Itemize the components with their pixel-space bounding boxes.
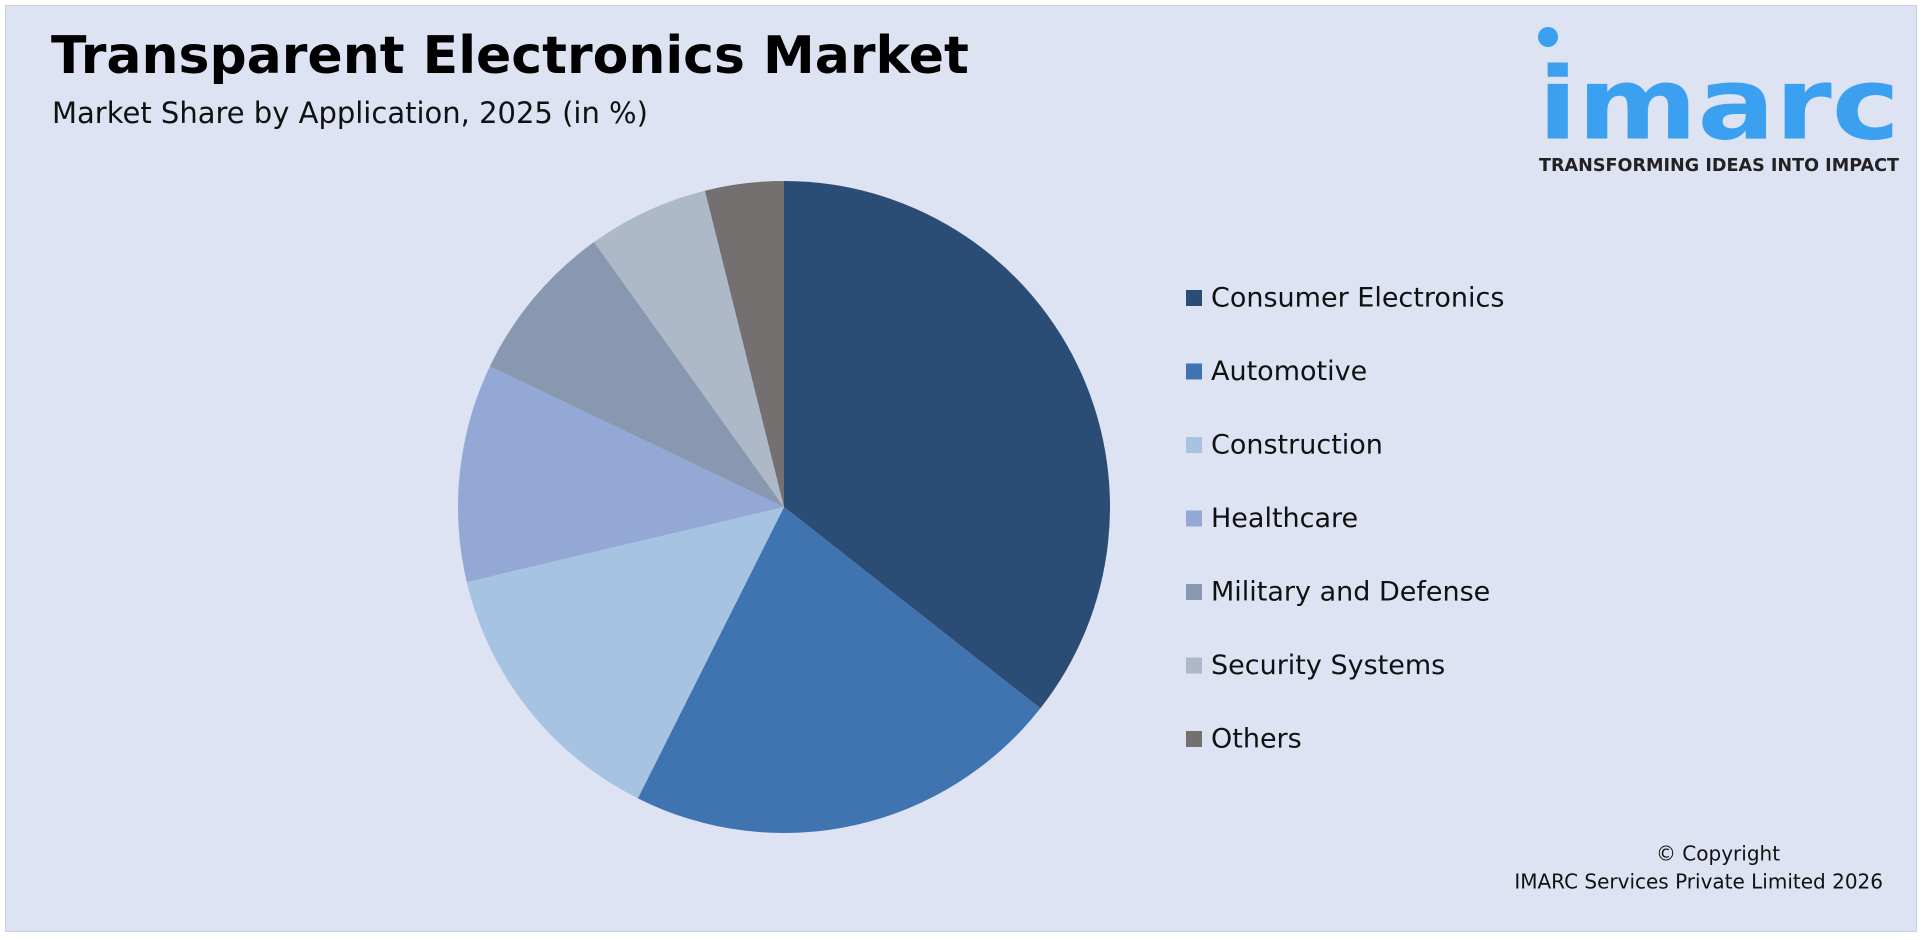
pie-slice [784, 181, 1111, 709]
pie-slice [458, 366, 784, 583]
logo-dot [1538, 27, 1558, 47]
legend-swatch [1186, 363, 1202, 380]
pie-slice [594, 190, 784, 508]
legend-swatch [1186, 510, 1202, 527]
copyright: IMARC Services Private Limited 2026 [1514, 870, 1883, 894]
chart-title: Transparent Electronics Market [51, 26, 969, 86]
legend-label: Military and Defense [1211, 577, 1490, 608]
legend-label: Automotive [1211, 356, 1367, 387]
legend-swatch [1186, 731, 1202, 747]
logo-tagline: TRANSFORMING IDEAS INTO IMPACT [1539, 155, 1900, 176]
chart-subtitle: Market Share by Application, 2025 (in %) [52, 96, 648, 130]
pie-slice [466, 507, 784, 799]
legend-label: Security Systems [1211, 650, 1445, 681]
legend-swatch [1186, 290, 1202, 306]
legend-swatch [1186, 584, 1202, 600]
legend-swatch [1186, 657, 1202, 674]
copyright: © Copyright [1656, 842, 1780, 866]
legend-label: Others [1211, 724, 1302, 755]
legend-label: Healthcare [1211, 503, 1358, 534]
legend-swatch [1186, 437, 1202, 453]
pie-slice [704, 181, 784, 507]
logo-name: imarc [1538, 45, 1900, 162]
legend-label: Construction [1211, 430, 1383, 461]
page: Transparent Electronics Market Market Sh… [5, 5, 1917, 932]
legend-label: Consumer Electronics [1211, 283, 1504, 314]
pie-slice [489, 242, 784, 507]
chart: Transparent Electronics Market Market Sh… [51, 26, 1900, 894]
pie-slice [637, 507, 1041, 833]
